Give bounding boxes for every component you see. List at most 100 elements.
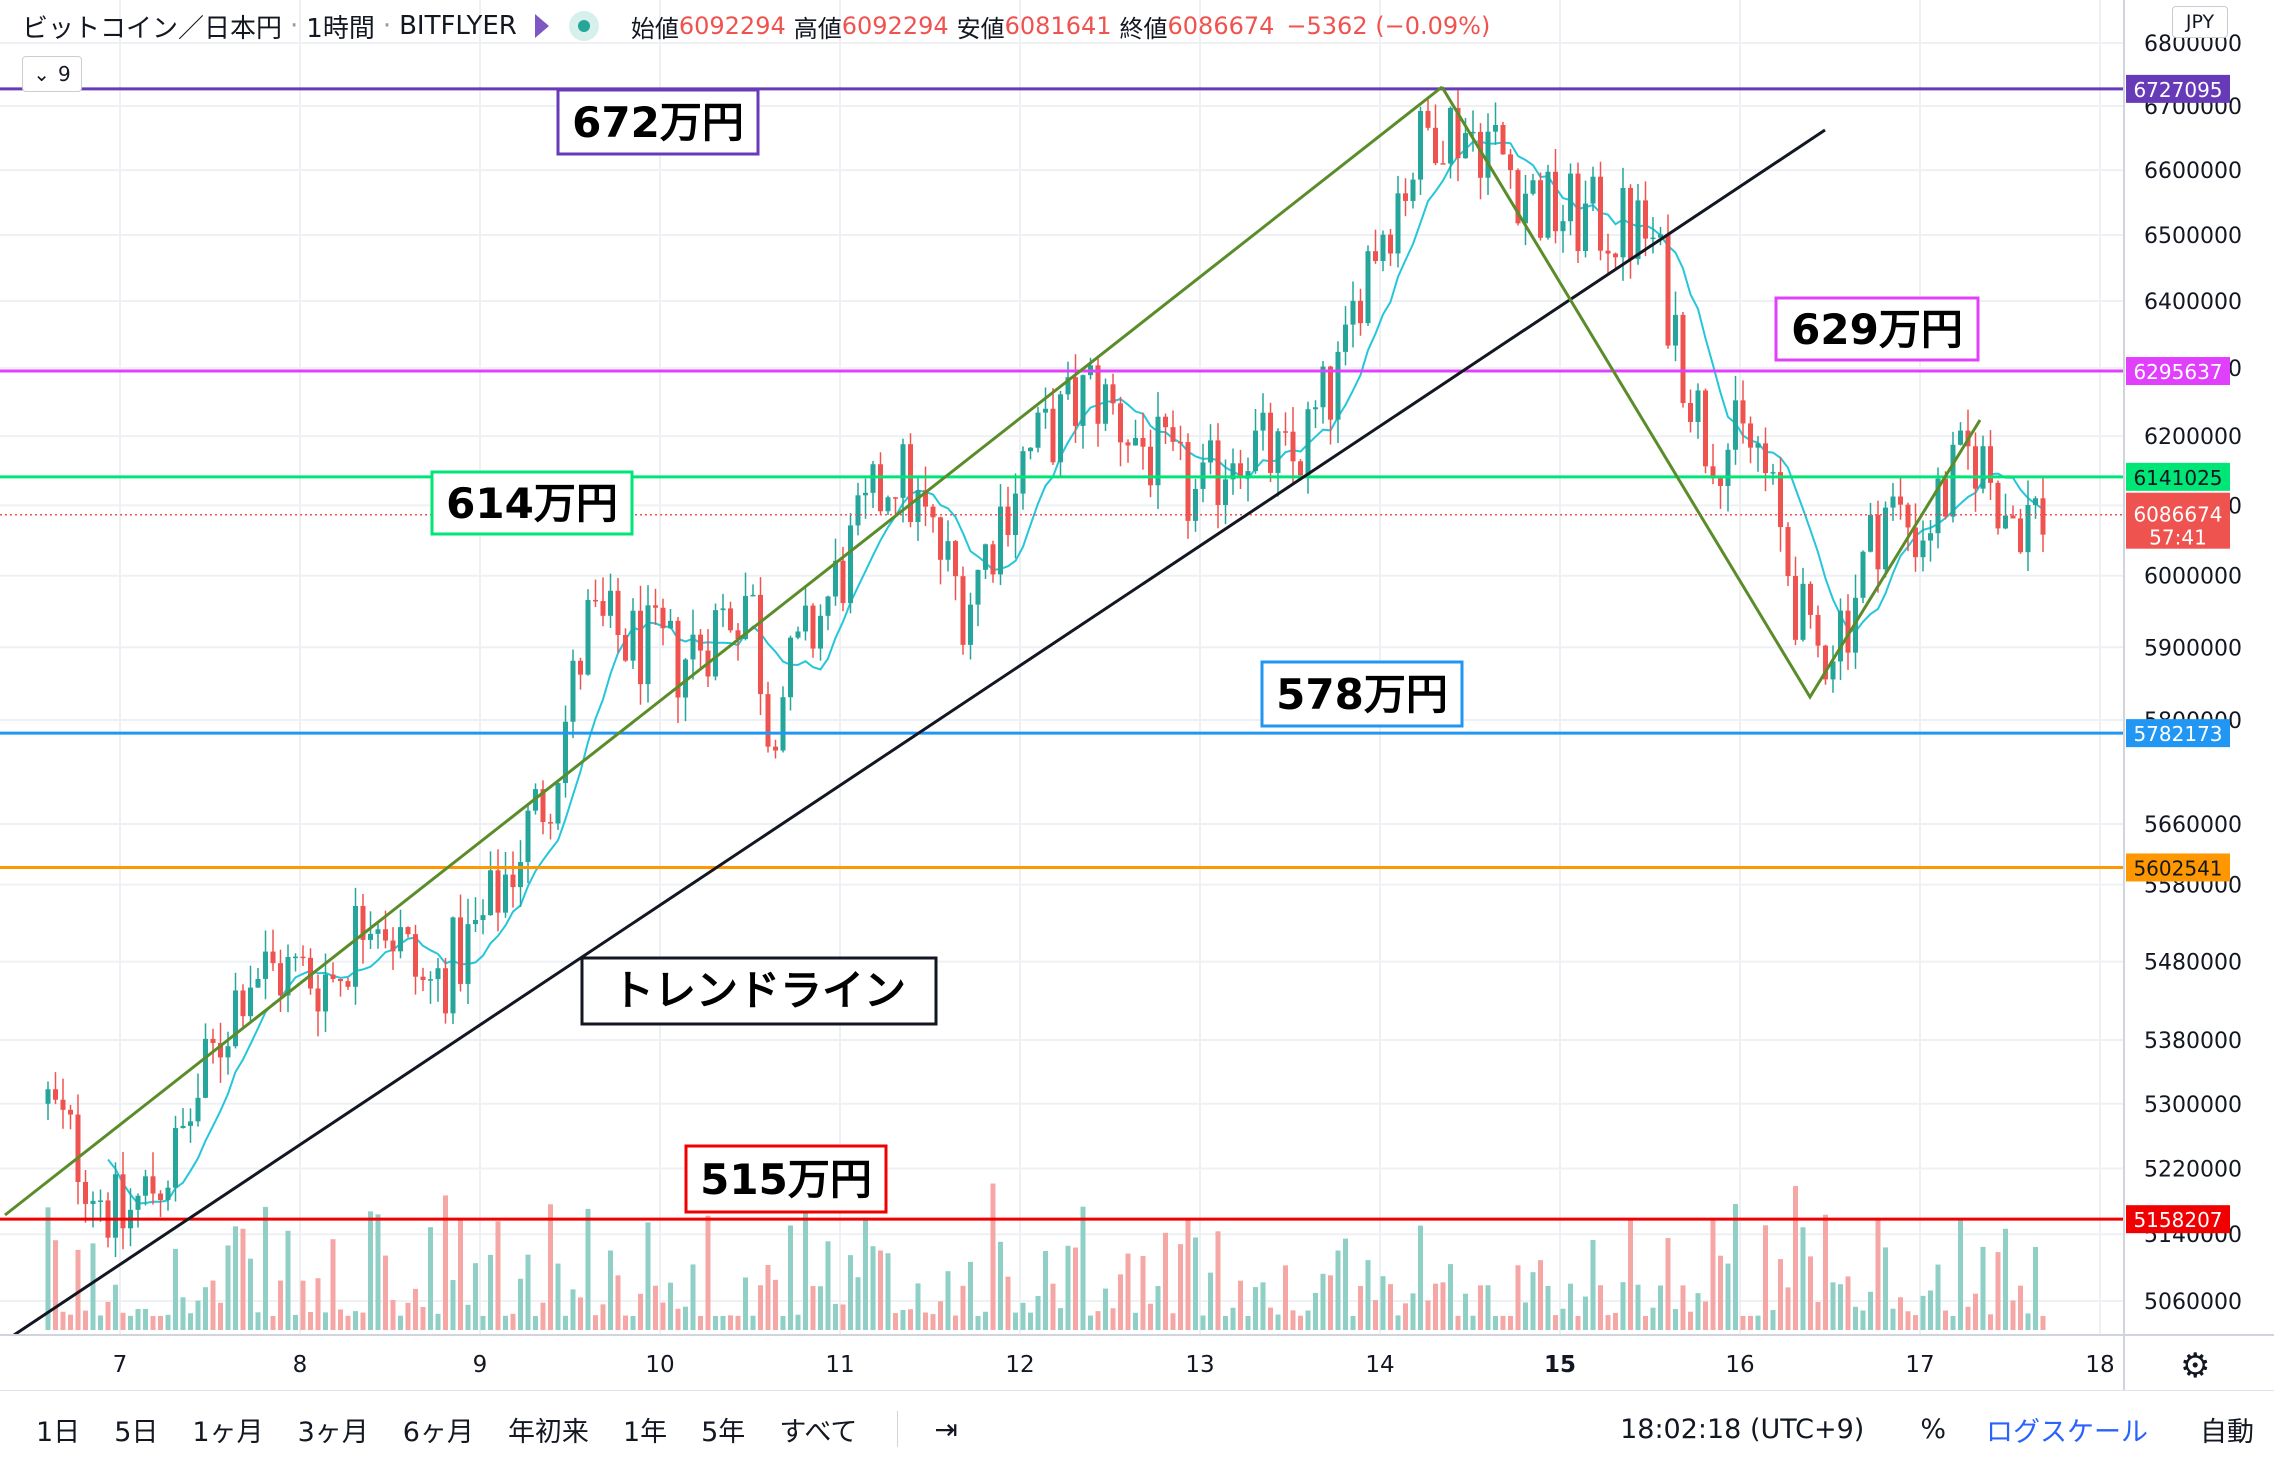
log-scale-toggle[interactable]: ログスケール <box>1986 1416 2148 1448</box>
volume-bar <box>540 1302 546 1330</box>
flag-icon[interactable] <box>534 14 549 38</box>
candle-body <box>1643 200 1648 239</box>
symbol-name[interactable]: ビットコイン／日本円 <box>22 13 283 44</box>
candle-body <box>1253 430 1258 472</box>
candle-body <box>1958 430 1963 445</box>
currency-badge[interactable]: JPY <box>2172 6 2228 38</box>
level-price-text: 5602541 <box>2133 856 2222 880</box>
candle-body <box>1673 314 1678 346</box>
candle-body <box>2025 504 2031 553</box>
low-label: 安値 <box>956 14 1005 43</box>
candle-body <box>968 604 973 645</box>
volume-bar <box>405 1302 411 1330</box>
x-tick-label: 16 <box>1725 1352 1754 1378</box>
volume-bar <box>1995 1252 2001 1330</box>
trendline[interactable] <box>13 128 1826 1337</box>
annotation-box[interactable] <box>1774 296 1980 362</box>
trend-drawings[interactable] <box>4 85 1982 1337</box>
volume-bar <box>1583 1296 1588 1330</box>
volume-bar <box>1793 1186 1798 1330</box>
volume-bar <box>1545 1285 1551 1330</box>
volume-bar <box>1890 1308 1896 1330</box>
volume-bar <box>653 1285 658 1330</box>
level-price-tag <box>2126 357 2230 386</box>
range-1d[interactable]: 1日 <box>36 1416 81 1448</box>
horizontal-levels[interactable] <box>0 87 2124 1221</box>
volume-bar <box>1185 1220 1191 1330</box>
annotation-box[interactable] <box>1260 660 1464 728</box>
candle-body <box>1830 661 1836 680</box>
volume-bars <box>45 1183 2046 1330</box>
time-axis[interactable]: 7 8 9 10 11 12 13 14 15 16 17 18 <box>0 1334 2274 1378</box>
volume-bar <box>1613 1312 1618 1330</box>
candle-body <box>1613 253 1618 258</box>
range-1m[interactable]: 1ヶ月 <box>192 1416 264 1448</box>
channel-line-upper[interactable] <box>4 85 1443 1217</box>
range-5y[interactable]: 5年 <box>701 1416 746 1448</box>
candle-body <box>540 789 546 823</box>
range-6m[interactable]: 6ヶ月 <box>402 1416 474 1448</box>
zigzag-line[interactable] <box>1440 86 1982 700</box>
annotation-box[interactable] <box>556 88 760 156</box>
candle-body <box>1875 514 1881 570</box>
close-label: 終値 <box>1119 14 1168 43</box>
range-3m[interactable]: 3ヶ月 <box>297 1416 369 1448</box>
candle-body <box>443 968 448 1014</box>
volume-bar <box>413 1288 418 1330</box>
candle-body <box>75 1114 81 1183</box>
volume-bar <box>1343 1238 1348 1330</box>
x-tick-label: 14 <box>1365 1352 1394 1378</box>
separator-dot: · <box>290 11 299 41</box>
candle-body <box>840 560 846 604</box>
annotation-box[interactable] <box>430 470 634 536</box>
countdown-text: 57:41 <box>2149 526 2207 550</box>
volume-bar <box>233 1226 238 1330</box>
candle-body <box>1350 300 1356 325</box>
range-1y[interactable]: 1年 <box>622 1416 668 1448</box>
volume-bar <box>1088 1315 1093 1330</box>
candle-body <box>1568 173 1573 222</box>
volume-bar <box>2040 1315 2046 1330</box>
candle-body <box>143 1176 148 1196</box>
candle-body <box>1898 496 1903 505</box>
candle-body <box>750 594 756 597</box>
annotation-box[interactable] <box>580 956 938 1026</box>
auto-scale-toggle[interactable]: 自動 <box>2200 1416 2254 1448</box>
candle-body <box>45 1089 51 1104</box>
candle-body <box>1733 400 1738 450</box>
interval-label[interactable]: 1時間 <box>306 13 375 44</box>
candle-body <box>345 981 351 987</box>
clock-label[interactable]: 18:02:18 (UTC+9) <box>1620 1413 1865 1445</box>
candle-body <box>1418 110 1423 180</box>
x-tick-label: 12 <box>1005 1352 1034 1378</box>
percent-toggle[interactable]: % <box>1920 1413 1946 1445</box>
volume-bar <box>225 1245 231 1330</box>
candle-body <box>1725 449 1731 486</box>
price-axis[interactable]: 6800000670000066000006500000640000063000… <box>2123 0 2242 1390</box>
candle-body <box>885 497 891 512</box>
volume-bar <box>900 1310 906 1330</box>
candle-body <box>735 630 741 640</box>
volume-bar <box>345 1315 351 1330</box>
candle-body <box>1935 478 1941 534</box>
chevron-down-icon: ⌄ <box>33 62 51 86</box>
range-all[interactable]: すべて <box>779 1416 858 1448</box>
volume-bar <box>938 1301 943 1330</box>
range-5d[interactable]: 5日 <box>114 1416 159 1448</box>
candle-body <box>113 1174 118 1238</box>
candle-body <box>975 569 981 605</box>
candle-body <box>428 979 433 981</box>
calendar-range-icon[interactable]: ⇥ <box>934 1412 958 1446</box>
candle-body <box>240 990 246 1017</box>
candle-body <box>653 605 658 608</box>
range-ytd[interactable]: 年初来 <box>507 1416 589 1448</box>
annotation-box[interactable] <box>684 1144 888 1214</box>
indicator-toggle[interactable]: ⌄ 9 <box>22 56 82 92</box>
volume-bar <box>525 1254 531 1330</box>
candle-body <box>1118 403 1123 443</box>
annotation-text: 515万円 <box>700 1155 872 1204</box>
candle-body <box>630 610 636 661</box>
gear-icon[interactable]: ⚙ <box>2180 1346 2211 1386</box>
volume-bar <box>1620 1282 1626 1330</box>
